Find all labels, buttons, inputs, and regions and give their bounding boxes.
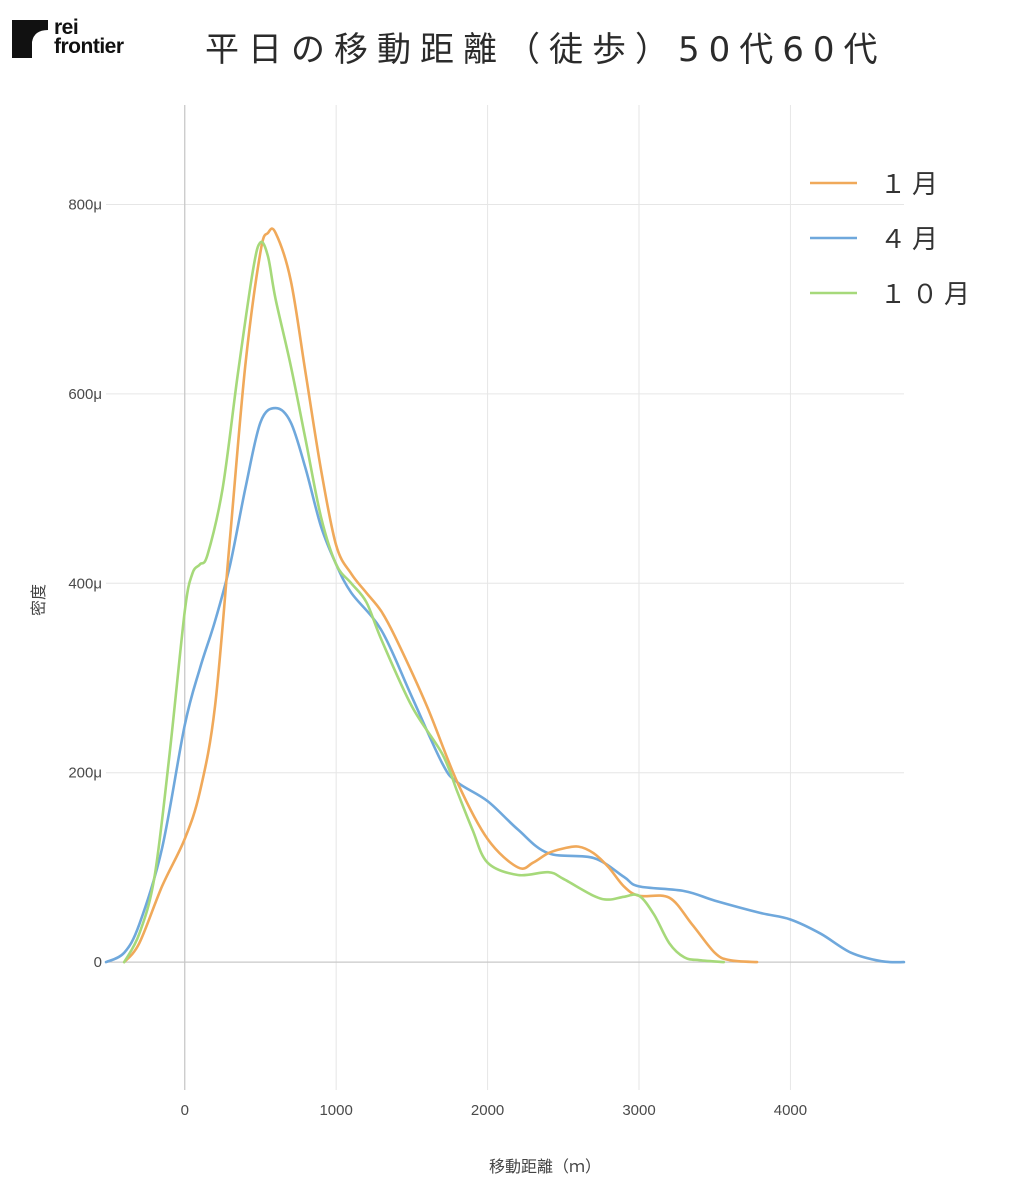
y-tick-label: 0 [94, 954, 102, 971]
x-tick-label: 4000 [774, 1102, 807, 1119]
legend-label: ４月 [880, 225, 944, 255]
y-tick-label: 600μ [68, 386, 102, 403]
legend-label: １０月 [880, 280, 976, 310]
y-tick-label: 200μ [68, 765, 102, 782]
grid-layer [106, 105, 904, 1090]
x-tick-label: 3000 [622, 1102, 655, 1119]
x-tick-label: 0 [181, 1102, 189, 1119]
x-tick-label: 2000 [471, 1102, 504, 1119]
series-line-2 [104, 406, 906, 964]
legend-label: １月 [880, 170, 944, 200]
y-tick-label: 400μ [68, 575, 102, 592]
series-line-3 [122, 240, 726, 964]
x-tick-label: 1000 [319, 1102, 352, 1119]
logo-text-line2: frontier [54, 35, 124, 58]
chart-title: 平日の移動距離（徒歩）50代60代 [205, 30, 887, 70]
series-layer [104, 227, 906, 964]
logo-mark-icon [12, 20, 48, 58]
axis-layer: 0 1000 2000 3000 4000 0 200μ 400μ 600μ 800μ [68, 105, 904, 1119]
series-line-1 [122, 227, 759, 964]
y-tick-label: 800μ [68, 196, 102, 213]
rei-frontier-logo: rei frontier [12, 16, 142, 64]
legend: １月 ４月 １０月 [810, 170, 976, 310]
y-axis-label: 密度 [29, 584, 48, 616]
logo-text-line1: rei [54, 16, 79, 39]
x-axis-label: 移動距離（ｍ） [489, 1157, 601, 1176]
